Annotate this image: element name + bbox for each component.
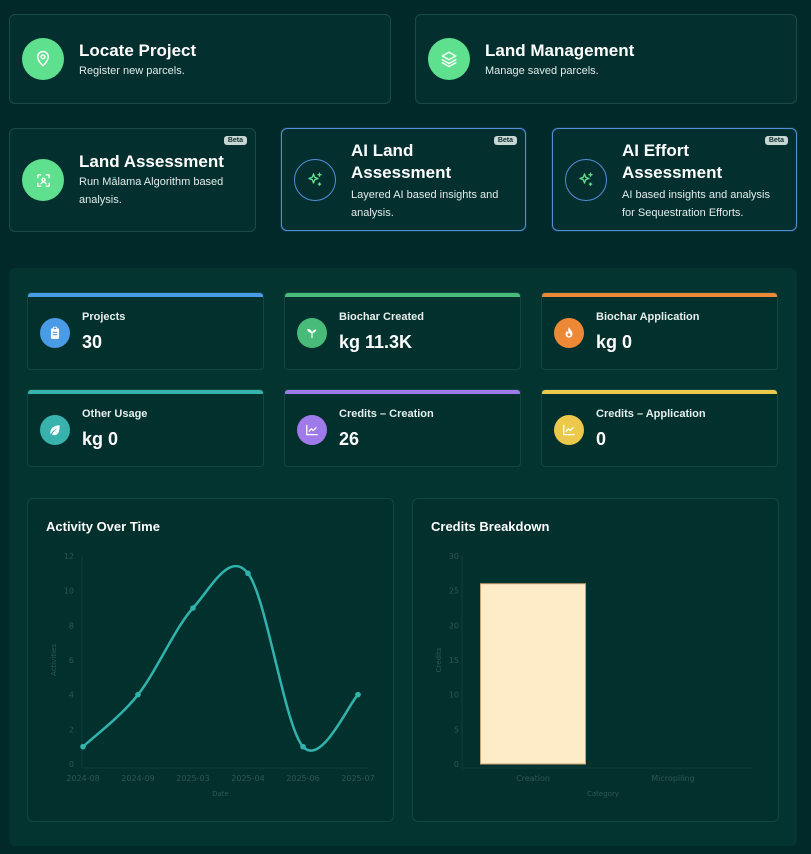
dashboard-panel: Projects 30 Biochar Created kg 11.3K Bio… [9, 268, 797, 846]
data-point [80, 743, 86, 750]
y-tick-label: 5 [454, 725, 459, 734]
stat-label: Biochar Application [596, 311, 700, 323]
data-point [190, 605, 196, 611]
flame-icon [554, 318, 584, 348]
activity-line-chart: 0 2 4 6 8 10 12 2024-08 2024-09 2025-03 2025-04 202… [50, 552, 375, 798]
chart-title: Activity Over Time [46, 519, 160, 534]
stat-label: Credits – Creation [339, 408, 434, 420]
y-axis-label: Activities [50, 644, 58, 676]
x-tick-label: Micropiling [651, 774, 694, 783]
beta-badge: Beta [493, 136, 517, 145]
chart-title: Credits Breakdown [431, 519, 550, 534]
beta-badge: Beta [223, 136, 247, 145]
credits-bar-chart: 0 5 10 15 20 25 30 Creation Micropiling Category C… [435, 552, 753, 798]
stat-label: Biochar Created [339, 311, 424, 323]
y-tick-label: 0 [454, 760, 459, 769]
x-tick-label: 2025-07 [341, 774, 374, 783]
activity-chart-card: Activity Over Time 0 2 4 6 8 10 12 2024-08 2024-… [27, 498, 394, 822]
stat-label: Credits – Application [596, 408, 706, 420]
x-tick-label: 2025-04 [231, 774, 264, 783]
stat-credits-creation: Credits – Creation 26 [284, 389, 521, 467]
x-tick-label: 2024-08 [66, 774, 99, 783]
card-subtitle: Run Mālama Algorithm based analysis. [79, 176, 224, 206]
y-tick-label: 0 [69, 760, 74, 769]
x-tick-label: Creation [516, 774, 550, 783]
stat-biochar-application: Biochar Application kg 0 [541, 292, 778, 370]
stat-value: kg 0 [596, 332, 633, 352]
y-tick-label: 2 [69, 725, 74, 734]
y-tick-label: 15 [449, 656, 459, 665]
card-subtitle: Manage saved parcels. [485, 65, 599, 77]
x-tick-label: 2025-06 [286, 774, 319, 783]
stat-other-usage: Other Usage kg 0 [27, 389, 264, 467]
land-management-card[interactable]: Land Management Manage saved parcels. [415, 14, 797, 104]
trend-chart-icon [297, 415, 327, 445]
ai-effort-assessment-card[interactable]: Beta AI Effort Assessment AI based insig… [552, 128, 797, 231]
y-tick-label: 12 [64, 552, 74, 561]
stat-value: 26 [339, 429, 360, 449]
clipboard-icon [40, 318, 70, 348]
y-tick-label: 8 [69, 621, 74, 630]
sparkles-icon [294, 159, 336, 201]
y-tick-label: 25 [449, 587, 459, 596]
y-axis-label: Credits [435, 647, 443, 672]
stat-value: kg 0 [82, 429, 119, 449]
y-tick-label: 4 [69, 691, 74, 700]
map-pin-icon [22, 38, 64, 80]
stat-value: kg 11.3K [339, 332, 413, 352]
data-point [300, 743, 306, 750]
x-axis-label: Category [587, 790, 619, 798]
ai-land-assessment-card[interactable]: Beta AI Land Assessment Layered AI based… [281, 128, 526, 231]
stat-value: 0 [596, 429, 607, 449]
bar [480, 583, 586, 765]
x-axis-label: Date [212, 790, 229, 798]
data-point [135, 691, 141, 698]
locate-project-card[interactable]: Locate Project Register new parcels. [9, 14, 391, 104]
card-subtitle: AI based insights and analysis for Seque… [622, 189, 770, 219]
series-line [82, 564, 359, 752]
y-tick-label: 10 [64, 587, 74, 596]
x-tick-label: 2025-03 [176, 774, 209, 783]
stat-value: 30 [82, 332, 103, 352]
card-title: Land Management [485, 41, 635, 60]
scan-icon [22, 159, 64, 201]
y-tick-label: 10 [449, 691, 459, 700]
data-point [245, 570, 251, 577]
card-title: Locate Project [79, 41, 197, 60]
layers-icon [428, 38, 470, 80]
x-tick-label: 2024-09 [121, 774, 154, 783]
stat-label: Other Usage [82, 408, 148, 420]
data-point [355, 691, 361, 698]
card-title: AI Land Assessment [351, 141, 452, 182]
credits-chart-card: Credits Breakdown 0 5 10 15 20 25 30 Creation Mi… [412, 498, 779, 822]
card-subtitle: Register new parcels. [79, 65, 185, 77]
card-title: AI Effort Assessment [622, 141, 723, 182]
sprout-icon [297, 318, 327, 348]
stat-label: Projects [82, 311, 126, 323]
trend-chart-icon [554, 415, 584, 445]
beta-badge: Beta [764, 136, 788, 145]
card-subtitle: Layered AI based insights and analysis. [351, 189, 499, 219]
y-tick-label: 20 [449, 621, 459, 630]
stat-projects: Projects 30 [27, 292, 264, 370]
land-assessment-card[interactable]: Beta Land Assessment Run Mālama Algorith… [9, 128, 256, 232]
y-tick-label: 6 [69, 656, 74, 665]
stat-credits-application: Credits – Application 0 [541, 389, 778, 467]
leaf-icon [40, 415, 70, 445]
y-tick-label: 30 [449, 552, 459, 561]
sparkles-icon [565, 159, 607, 201]
card-title: Land Assessment [79, 152, 224, 171]
stat-biochar-created: Biochar Created kg 11.3K [284, 292, 521, 370]
